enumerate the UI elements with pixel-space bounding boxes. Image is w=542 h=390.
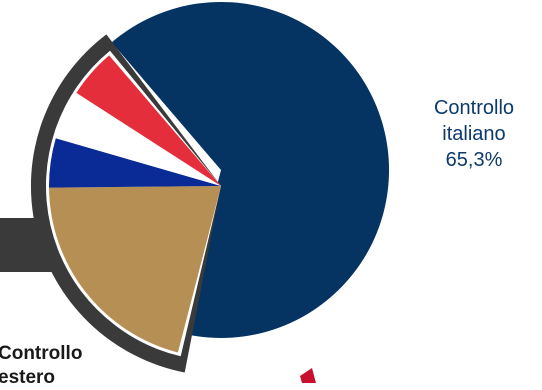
flag-stripe-blue — [48, 138, 221, 188]
accent-mark — [300, 368, 316, 383]
slice-label-percent: 65,3% — [445, 149, 503, 171]
slice-controllo-estero — [49, 186, 221, 353]
slice-label-line: italiano — [442, 123, 506, 145]
slice-label-line: Controllo — [433, 97, 515, 119]
slice-label-line: Controllo — [0, 343, 83, 364]
slice-label-line: estero — [0, 367, 56, 388]
slice-label-controllo-italiano: Controllo italiano 65,3% — [408, 95, 540, 173]
slice-controllo-italiano — [111, 1, 390, 338]
flag-stripe-white — [55, 92, 221, 186]
flag-stripe-red — [76, 55, 222, 187]
